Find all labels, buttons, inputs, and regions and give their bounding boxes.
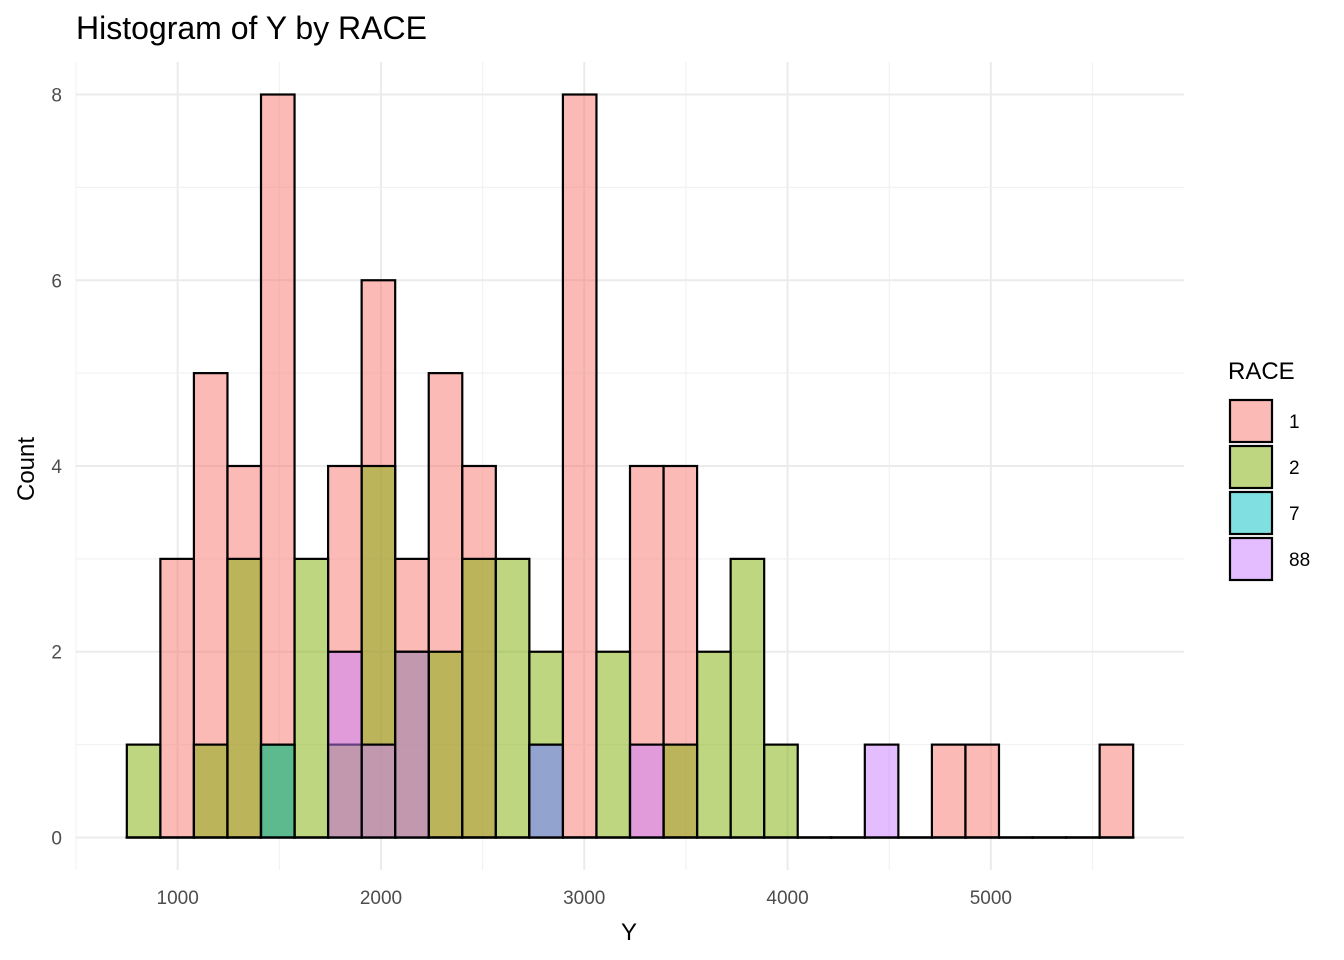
y-tick-label: 2: [51, 643, 62, 664]
bar-race-1-bin-24: [930, 743, 967, 839]
bar-race-88-bin-8: [394, 650, 430, 839]
legend-key-2: [1228, 444, 1274, 490]
bar-race-2-bin-10: [461, 557, 497, 839]
y-tick-label: 6: [51, 271, 62, 292]
bar-race-2-bin-11: [494, 557, 531, 839]
bar-race-88-bin-15: [628, 743, 665, 839]
bar-race-88-bin-12: [528, 743, 565, 839]
legend-label-1: 1: [1289, 412, 1300, 433]
x-tick-label: 3000: [563, 888, 605, 909]
y-axis-ticks: 0 2 4 6 8: [51, 86, 62, 850]
x-tick-label: 5000: [970, 888, 1012, 909]
bar-race-2-bin-19: [763, 743, 799, 839]
y-tick-label: 0: [51, 828, 62, 849]
bar-race-2-bin-5: [293, 557, 330, 839]
bar-race-2-bin-17: [695, 650, 732, 839]
x-tick-label: 2000: [360, 888, 402, 909]
bar-race-2-bin-3: [226, 557, 263, 839]
x-tick-label: 1000: [157, 888, 199, 909]
bar-race-1-bin-29: [1098, 743, 1135, 839]
bar-race-1-bin-4: [259, 93, 296, 839]
y-tick-label: 4: [51, 457, 62, 478]
y-axis-title: Count: [13, 437, 40, 501]
bar-race-2-bin-16: [662, 743, 699, 839]
legend-label-88: 88: [1289, 550, 1310, 571]
legend-key-7: [1228, 490, 1274, 536]
legend-title: RACE: [1228, 358, 1295, 385]
legend-label-2: 2: [1289, 458, 1300, 479]
x-axis-ticks: 1000 2000 3000 4000 5000: [157, 888, 1012, 909]
bar-race-1-bin-1: [159, 557, 196, 839]
legend-label-7: 7: [1289, 504, 1300, 525]
bar-race-2-bin-2: [192, 743, 229, 839]
bar-race-88-bin-6: [326, 650, 363, 839]
bar-race-2-bin-14: [595, 650, 632, 839]
legend-key-88: [1228, 536, 1274, 582]
bar-race-7-bin-4: [259, 743, 296, 839]
bar-race-88-bin-22: [863, 743, 900, 839]
bar-race-1-bin-13: [561, 93, 598, 839]
legend: RACE 1 2 7 88: [1228, 358, 1310, 582]
x-tick-label: 4000: [766, 888, 808, 909]
chart-title: Histogram of Y by RACE: [76, 10, 427, 46]
bar-race-1-bin-25: [964, 743, 1001, 839]
bar-race-2-bin-0: [125, 743, 162, 839]
bar-race-2-bin-18: [729, 557, 766, 839]
bars: [125, 93, 1135, 839]
series-88: [125, 650, 1135, 839]
bar-race-2-bin-9: [427, 650, 464, 839]
bar-race-88-bin-7: [360, 743, 397, 839]
y-tick-label: 8: [51, 86, 62, 107]
legend-key-1: [1228, 398, 1274, 444]
x-axis-title: Y: [621, 919, 637, 946]
